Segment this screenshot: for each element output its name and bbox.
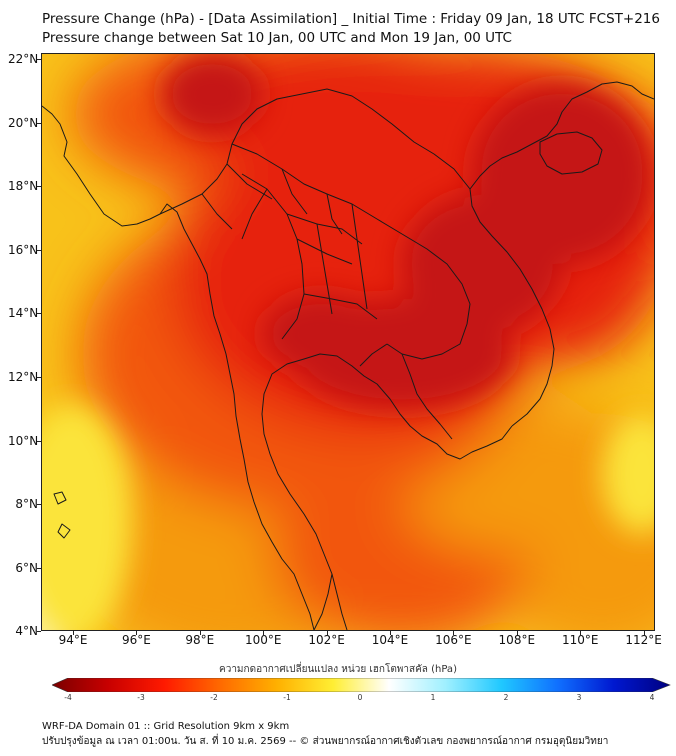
footer-update-info: ปรับปรุงข้อมูล ณ เวลา 01:00น. วัน ส. ที่… — [42, 736, 609, 747]
longitude-label: 110°E — [561, 633, 599, 647]
border-laos-vietnam — [301, 88, 471, 190]
latitude-label: 20°N — [8, 115, 39, 130]
longitude-tick — [136, 631, 138, 635]
longitude-label: 96°E — [121, 633, 151, 647]
latitude-label: 14°N — [8, 306, 39, 321]
provinces-thailand — [241, 173, 378, 340]
longitude-label: 112°E — [625, 633, 662, 647]
longitude-tick — [326, 631, 328, 635]
colorbar-tick-label: 3 — [576, 693, 582, 702]
pressure-change-map — [41, 53, 655, 631]
colorbar-tick-label: 4 — [649, 693, 655, 702]
longitude-tick — [263, 631, 265, 635]
longitude-tick — [73, 631, 74, 635]
border-thailand-laos — [231, 143, 471, 360]
footer-model-info: WRF-DA Domain 01 :: Grid Resolution 9km … — [42, 721, 290, 732]
colorbar-tick-label: -1 — [283, 693, 291, 702]
map-svg — [42, 54, 654, 630]
hainan-island — [539, 131, 603, 175]
longitude-tick — [516, 631, 518, 635]
latitude-label: 12°N — [8, 370, 39, 384]
island-andaman — [53, 491, 71, 539]
pressure-field — [42, 54, 654, 630]
longitude-label: 108°E — [498, 633, 536, 647]
colorbar-tick-label: 0 — [357, 693, 363, 702]
coastline-myanmar-west — [42, 105, 315, 630]
latitude-label: 6°N — [15, 560, 38, 575]
colorbar-tick-label: 1 — [430, 693, 436, 702]
colorbar-title: ความกดอากาศเปลี่ยนแปลง หน่วย เฮกโตพาสคัล… — [219, 664, 457, 675]
latitude-tick — [37, 313, 41, 315]
colorbar-tick-label: -4 — [64, 693, 72, 702]
colorbar-tick-label: -2 — [210, 693, 218, 702]
latitude-tick — [37, 504, 41, 506]
latitude-label: 18°N — [8, 179, 39, 194]
latitude-label: 10°N — [8, 433, 39, 448]
longitude-label: 94°E — [58, 633, 88, 647]
map-subtitle: Pressure change between Sat 10 Jan, 00 U… — [42, 30, 512, 46]
latitude-label: 4°N — [15, 624, 38, 639]
longitude-tick — [580, 631, 582, 635]
border-cambodia — [359, 343, 453, 440]
longitude-tick — [453, 631, 455, 635]
colorbar — [52, 678, 671, 692]
border-thailand-myanmar — [159, 93, 303, 215]
longitude-label: 106°E — [435, 633, 472, 647]
longitude-tick — [643, 631, 645, 635]
longitude-label: 98°E — [185, 633, 215, 647]
latitude-tick — [37, 440, 41, 442]
latitude-label: 16°N — [8, 242, 39, 257]
latitude-tick — [37, 567, 41, 569]
latitude-tick — [37, 631, 41, 633]
longitude-label: 104°E — [371, 633, 409, 647]
latitude-label: 22°N — [8, 52, 39, 66]
coastline-gulf-thailand — [261, 353, 513, 630]
latitude-tick — [37, 59, 41, 60]
longitude-tick — [199, 631, 201, 635]
latitude-tick — [37, 122, 41, 124]
coastline-vietnam — [469, 81, 654, 427]
provinces-north — [201, 163, 343, 235]
longitude-tick — [390, 631, 391, 635]
latitude-label: 8°N — [15, 497, 38, 512]
longitude-label: 102°E — [308, 633, 345, 647]
colorbar-tick-label: -3 — [137, 693, 145, 702]
colorbar-body — [52, 678, 671, 692]
latitude-tick — [37, 377, 41, 378]
longitude-label: 100°E — [244, 633, 282, 647]
map-title: Pressure Change (hPa) - [Data Assimilati… — [42, 11, 660, 27]
malay-peninsula-east — [331, 573, 348, 630]
coastline-borders — [42, 81, 654, 630]
latitude-tick — [37, 186, 41, 188]
latitude-tick — [37, 249, 41, 251]
colorbar-tick-label: 2 — [503, 693, 509, 702]
